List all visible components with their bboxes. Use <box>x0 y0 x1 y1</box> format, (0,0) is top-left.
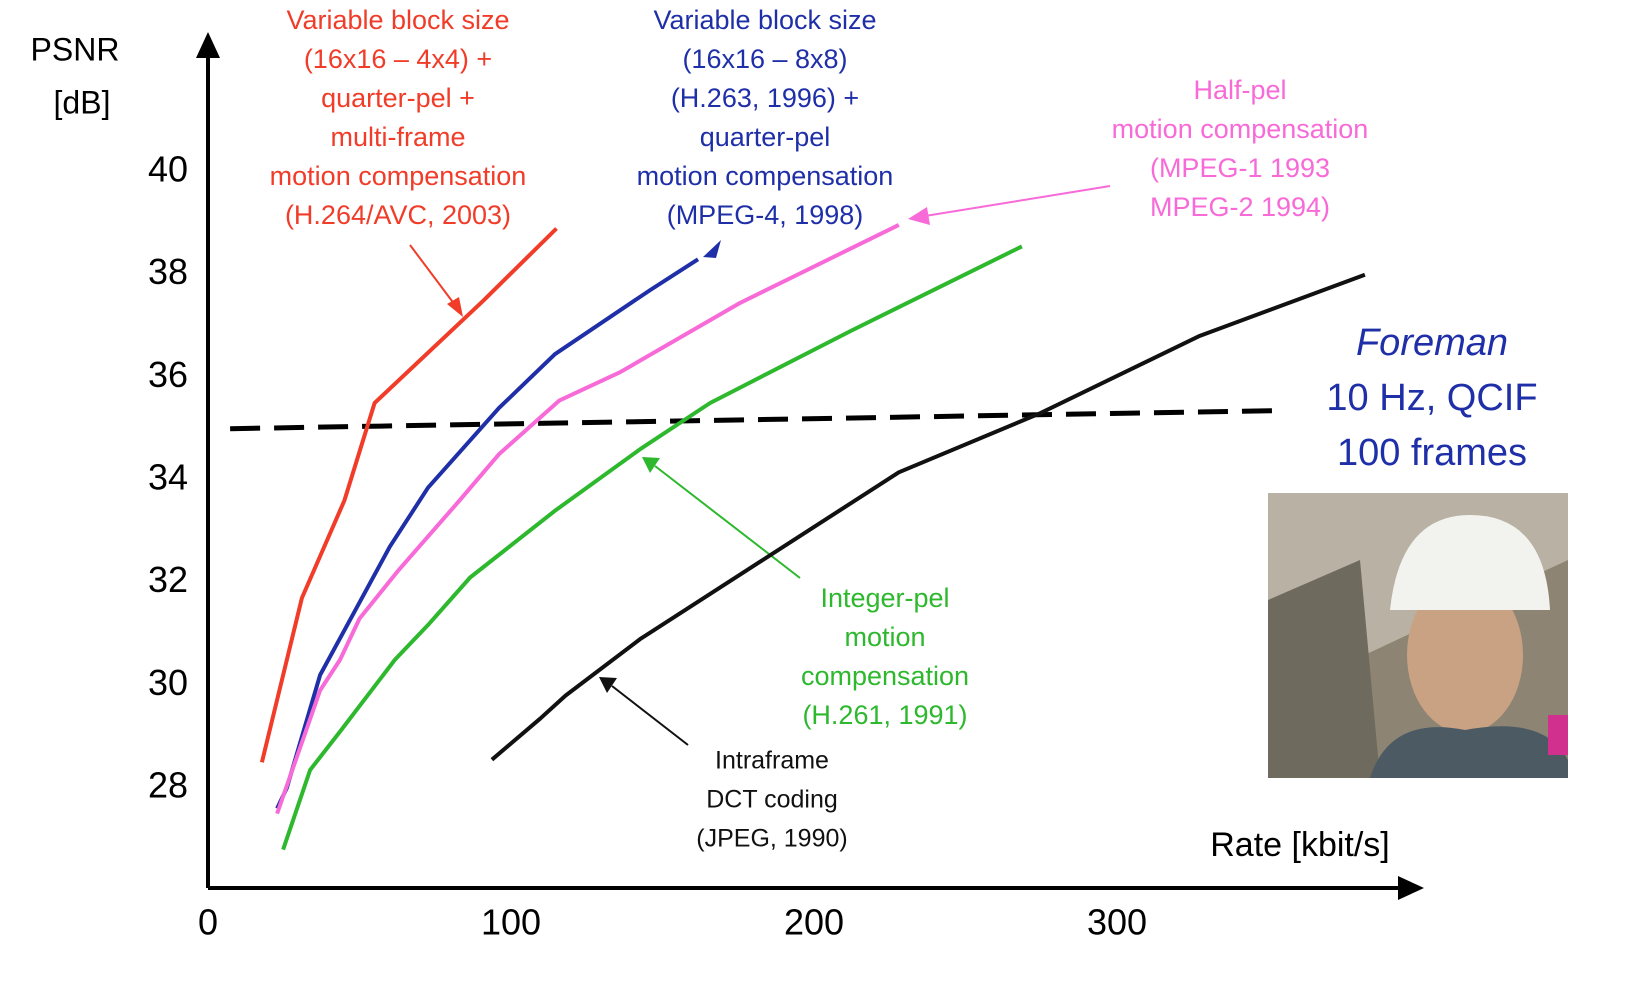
annotation-text: (MPEG-4, 1998) <box>667 200 864 230</box>
annotation-text: motion compensation <box>637 161 894 191</box>
y-tick-label: 34 <box>148 456 188 497</box>
y-tick-label: 32 <box>148 559 188 600</box>
series-line <box>259 227 558 763</box>
arrow-head <box>447 297 463 317</box>
annotation-text: Variable block size <box>653 5 876 35</box>
annotation-arrows <box>409 185 1111 746</box>
photo-collar <box>1548 715 1568 755</box>
photo-helmet <box>1390 515 1550 610</box>
x-axis-arrow <box>1398 876 1424 900</box>
annotation-text: Integer-pel <box>820 583 949 613</box>
annotation-text: (H.263, 1996) + <box>671 83 859 113</box>
series-line <box>275 257 700 810</box>
sequence-info: 100 frames <box>1337 432 1527 474</box>
arrow-head <box>703 240 721 258</box>
annotation-text: (16x16 – 4x4) + <box>304 44 492 74</box>
arrow <box>409 244 456 306</box>
annotation-text: (MPEG-1 1993 <box>1150 153 1330 183</box>
annotation-text: motion compensation <box>270 161 527 191</box>
arrow <box>654 465 801 579</box>
annotation-text: (16x16 – 8x8) <box>682 44 847 74</box>
annotation-text: (JPEG, 1990) <box>696 825 847 853</box>
arrow <box>924 185 1111 217</box>
annotation-text: compensation <box>801 661 969 691</box>
y-axis-label: [dB] <box>54 84 111 120</box>
annotation-text: DCT coding <box>706 786 838 814</box>
annotation-text: quarter-pel <box>700 122 831 152</box>
arrow-head <box>642 457 660 473</box>
annotation-text: (H.261, 1991) <box>802 700 967 730</box>
annotation-text: (H.264/AVC, 2003) <box>285 200 511 230</box>
series-line <box>490 272 1366 762</box>
y-tick-label: 38 <box>148 251 188 292</box>
x-tick-label: 0 <box>198 902 218 943</box>
arrow-head <box>908 207 930 225</box>
y-tick-label: 36 <box>148 354 188 395</box>
annotation-text: Half-pel <box>1193 75 1286 105</box>
annotation-text: MPEG-2 1994) <box>1150 192 1330 222</box>
y-tick-label: 30 <box>148 662 188 703</box>
y-axis-label: PSNR <box>31 31 120 67</box>
x-axis-label: Rate [kbit/s] <box>1210 826 1390 864</box>
x-tick-label: 200 <box>784 902 844 943</box>
annotation-text: motion <box>844 622 925 652</box>
sequence-name: Foreman <box>1356 322 1508 364</box>
photo-face <box>1407 577 1523 733</box>
photo <box>1268 493 1568 778</box>
annotation-text: Intraframe <box>715 747 829 775</box>
annotation-text: quarter-pel + <box>321 83 475 113</box>
arrow-head <box>599 677 617 693</box>
sequence-info: 10 Hz, QCIF <box>1326 377 1537 419</box>
y-axis-arrow <box>196 32 220 58</box>
arrow <box>611 685 689 746</box>
photo-jacket <box>1370 726 1568 778</box>
annotation-text: multi-frame <box>330 122 465 152</box>
x-tick-label: 100 <box>481 902 541 943</box>
annotation-text: Variable block size <box>286 5 509 35</box>
annotation-text: motion compensation <box>1112 114 1369 144</box>
reference-line <box>230 408 1275 432</box>
photo-shadow <box>1268 560 1380 778</box>
series-line <box>275 223 900 815</box>
series-line <box>281 244 1023 851</box>
x-tick-label: 300 <box>1087 902 1147 943</box>
y-tick-label: 28 <box>148 764 188 805</box>
y-tick-label: 40 <box>148 149 188 190</box>
